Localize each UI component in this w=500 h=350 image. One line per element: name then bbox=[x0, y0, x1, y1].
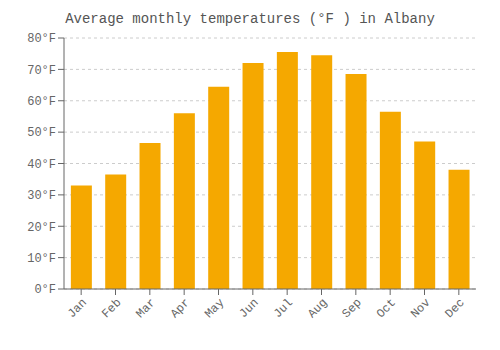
svg-text:May: May bbox=[202, 296, 227, 321]
svg-text:Feb: Feb bbox=[99, 296, 124, 321]
svg-text:Jul: Jul bbox=[271, 296, 296, 321]
svg-text:Aug: Aug bbox=[305, 296, 330, 321]
svg-text:Sep: Sep bbox=[340, 296, 365, 321]
svg-text:60°F: 60°F bbox=[27, 95, 56, 109]
svg-text:0°F: 0°F bbox=[34, 283, 56, 297]
svg-text:20°F: 20°F bbox=[27, 221, 56, 235]
svg-text:Apr: Apr bbox=[168, 296, 193, 321]
svg-text:Nov: Nov bbox=[408, 296, 433, 321]
svg-text:Dec: Dec bbox=[443, 296, 468, 321]
svg-text:50°F: 50°F bbox=[27, 126, 56, 140]
svg-text:10°F: 10°F bbox=[27, 252, 56, 266]
html-text:Average monthly temperatures (: Average monthly temperatures (°F ) in Al… bbox=[65, 11, 435, 27]
svg-text:30°F: 30°F bbox=[27, 189, 56, 203]
svg-text:Mar: Mar bbox=[134, 296, 159, 321]
svg-text:Jun: Jun bbox=[237, 296, 262, 321]
svg-text:Jan: Jan bbox=[65, 296, 90, 321]
svg-text:Oct: Oct bbox=[374, 296, 399, 321]
svg-text:40°F: 40°F bbox=[27, 158, 56, 172]
svg-text:80°F: 80°F bbox=[27, 32, 56, 46]
svg-text:70°F: 70°F bbox=[27, 64, 56, 78]
